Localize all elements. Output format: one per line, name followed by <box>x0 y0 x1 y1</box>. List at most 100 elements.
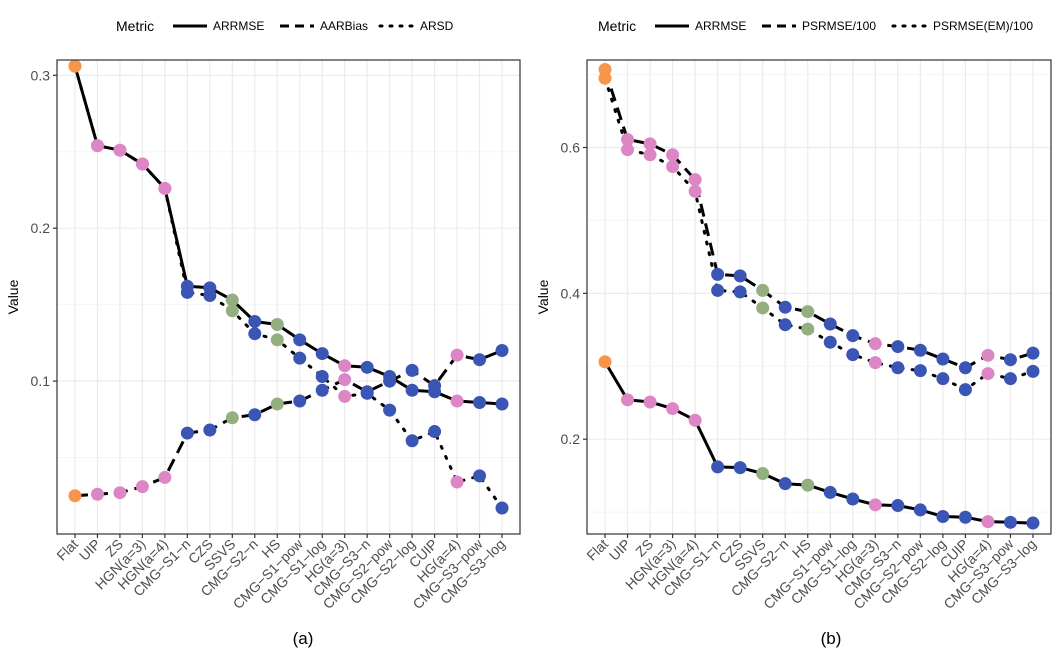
data-point <box>666 148 680 162</box>
data-point <box>225 293 239 307</box>
data-point <box>338 359 352 373</box>
legend-a-label-3: ARSD <box>420 19 454 33</box>
data-point <box>293 394 307 408</box>
data-point <box>450 475 464 489</box>
data-point <box>293 333 307 347</box>
caption-b: (b) <box>821 629 842 648</box>
data-point <box>711 267 725 281</box>
data-point <box>225 411 239 425</box>
data-point <box>315 347 329 361</box>
data-point <box>711 460 725 474</box>
data-point <box>450 348 464 362</box>
data-point <box>846 348 860 362</box>
data-point <box>666 402 680 416</box>
data-point <box>778 477 792 491</box>
data-point <box>733 269 747 283</box>
data-point <box>711 283 725 297</box>
data-point <box>383 374 397 388</box>
data-point <box>135 157 149 171</box>
data-point <box>495 397 509 411</box>
legend-b: Metric ARRMSE PSRMSE/100 PSRMSE(EM)/100 <box>598 18 1033 34</box>
data-point <box>913 364 927 378</box>
data-point <box>405 434 419 448</box>
data-point <box>846 329 860 343</box>
series-line-psrmse-em-100 <box>603 76 1035 392</box>
y-tick-label: 0.6 <box>561 140 581 156</box>
data-point <box>68 489 82 503</box>
data-point <box>225 304 239 318</box>
data-point <box>621 132 635 146</box>
data-point <box>473 396 487 410</box>
data-point <box>495 344 509 358</box>
y-tick-label: 0.2 <box>561 431 581 447</box>
data-point <box>113 486 127 500</box>
legend-a-title: Metric <box>116 18 154 34</box>
plot-background <box>57 60 520 534</box>
data-point <box>891 340 905 354</box>
y-tick-label: 0.4 <box>561 285 581 301</box>
data-point <box>1026 364 1040 378</box>
x-tick-label: Flat <box>53 536 81 564</box>
data-point <box>643 395 657 409</box>
data-point <box>270 397 284 411</box>
x-tick-label: Flat <box>583 536 611 564</box>
x-axis-b: FlatUIPZSHGN(a=3)HGN(a=4)CMG−S1−nCZSSSVS… <box>583 534 1039 612</box>
data-point <box>756 283 770 297</box>
panel-border-a <box>56 59 521 535</box>
data-point <box>981 515 995 529</box>
data-point <box>428 379 442 393</box>
data-point <box>405 363 419 377</box>
data-point <box>338 389 352 403</box>
data-point <box>68 59 82 73</box>
data-point <box>643 137 657 151</box>
y-axis-title-b: Value <box>535 279 551 314</box>
data-point <box>360 386 374 400</box>
data-point <box>360 360 374 374</box>
panel-border-b <box>586 59 1052 535</box>
data-point <box>248 327 262 341</box>
data-point <box>158 470 172 484</box>
data-point <box>981 367 995 381</box>
legend-a: Metric ARRMSE AARBias ARSD <box>116 18 454 34</box>
data-point <box>958 510 972 524</box>
data-point <box>823 317 837 331</box>
data-point <box>643 148 657 162</box>
y-tick-label: 0.2 <box>31 220 51 236</box>
gridlines-a <box>57 60 520 534</box>
legend-b-title: Metric <box>598 18 636 34</box>
x-tick-label: UIP <box>606 536 634 564</box>
data-point <box>778 318 792 332</box>
data-point <box>913 343 927 357</box>
data-point <box>598 71 612 85</box>
data-point <box>958 361 972 375</box>
data-point <box>688 173 702 187</box>
caption-a: (a) <box>293 629 314 648</box>
data-point <box>473 469 487 483</box>
data-point <box>203 423 217 437</box>
data-point <box>315 370 329 384</box>
data-point <box>666 159 680 173</box>
data-point <box>936 372 950 386</box>
data-point <box>621 393 635 407</box>
x-axis-a: FlatUIPZSHGN(a=3)HGN(a=4)CMG−S1−nCZSSSVS… <box>53 534 508 612</box>
data-point <box>846 492 860 506</box>
data-point <box>450 394 464 408</box>
data-point <box>248 408 262 422</box>
data-point <box>135 480 149 494</box>
data-point <box>801 305 815 319</box>
chart-panel-b: 0.2 0.4 0.6 FlatUIPZSHGN(a=3)HGN(a=4)CMG−S… <box>535 59 1052 648</box>
data-point <box>293 351 307 365</box>
legend-b-label-1: ARRMSE <box>695 19 746 33</box>
data-point <box>428 425 442 439</box>
data-point <box>733 285 747 299</box>
data-point <box>891 361 905 375</box>
data-point <box>405 383 419 397</box>
data-point <box>621 143 635 157</box>
data-point <box>868 498 882 512</box>
data-point <box>1003 353 1017 367</box>
data-point <box>248 314 262 328</box>
data-point <box>868 337 882 351</box>
chart-panel-a: 0.1 0.2 0.3 FlatUIPZSHGN(a=3)HGN(a=4)CMG−S… <box>5 59 521 648</box>
data-point <box>823 335 837 349</box>
